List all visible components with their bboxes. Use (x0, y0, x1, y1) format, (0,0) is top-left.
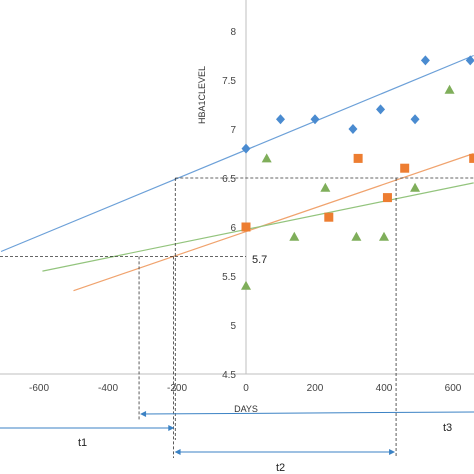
data-point-triangle (289, 231, 300, 241)
x-tick-label: -200 (167, 383, 187, 394)
data-point-square (324, 212, 334, 222)
y-tick-label: 5 (230, 321, 236, 332)
data-point-triangle (379, 231, 389, 241)
data-point-triangle (351, 231, 362, 241)
y-tick-label: 4.5 (222, 370, 236, 381)
data-point-diamond (348, 124, 358, 134)
interval-arrow-t3 (141, 411, 474, 415)
x-tick-label: 400 (376, 383, 393, 394)
data-point-square (353, 153, 363, 163)
data-point-diamond (276, 114, 285, 125)
y-tick-label: 6.5 (222, 174, 236, 185)
x-tick-label: 600 (445, 383, 462, 394)
interval-label-t1: t1 (78, 437, 87, 449)
y-tick-label: 7.5 (222, 76, 236, 87)
y-tick-label: 6 (230, 223, 236, 234)
data-point-diamond (241, 143, 251, 154)
data-point-square (241, 222, 251, 232)
y-tick-label: 5.5 (222, 272, 236, 283)
data-point-diamond (310, 114, 320, 125)
data-point-diamond (420, 55, 430, 66)
data-point-diamond (410, 114, 420, 125)
y-tick-label: 7 (230, 125, 236, 136)
data-point-triangle (410, 182, 421, 192)
arrow-head (140, 411, 147, 417)
data-point-square (382, 193, 392, 203)
arrow-head (389, 449, 396, 455)
data-point-triangle (241, 280, 251, 290)
data-point-triangle (444, 84, 455, 94)
arrow-head (168, 425, 175, 431)
data-point-square (469, 153, 474, 163)
value-label-5-7: 5.7 (252, 254, 267, 266)
data-point-diamond (465, 55, 474, 66)
x-tick-label: 200 (307, 383, 324, 394)
data-point-triangle (320, 182, 331, 192)
y-tick-label: 8 (230, 27, 236, 38)
trendline-square (73, 152, 474, 292)
trendline-diamond (0, 54, 474, 253)
interval-label-t2: t2 (276, 462, 285, 474)
data-point-square (400, 163, 410, 173)
data-point-diamond (376, 104, 386, 115)
x-tick-label: -400 (98, 383, 118, 394)
y-axis-title: HBA1CLEVEL (197, 66, 207, 124)
x-tick-label: 0 (243, 383, 249, 394)
data-point-triangle (261, 153, 272, 163)
trendline-triangle (42, 182, 474, 272)
x-axis-title: DAYS (234, 404, 258, 414)
interval-label-t3: t3 (443, 422, 452, 434)
x-tick-label: -600 (29, 383, 49, 394)
arrow-head (174, 449, 181, 455)
